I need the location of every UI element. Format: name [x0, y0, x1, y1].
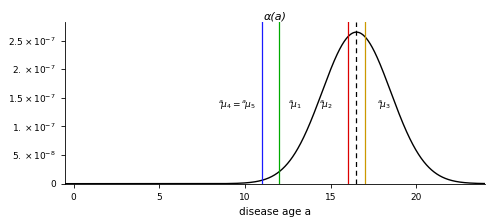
- Title: α(a): α(a): [264, 12, 286, 22]
- Text: ${}^{a}\!\mu_2$: ${}^{a}\!\mu_2$: [318, 98, 332, 111]
- Text: ${}^{a}\!\mu_3$: ${}^{a}\!\mu_3$: [377, 98, 391, 111]
- X-axis label: disease age a: disease age a: [239, 207, 311, 217]
- Text: ${}^{a}\!\mu_1$: ${}^{a}\!\mu_1$: [288, 98, 302, 111]
- Text: ${}^{a}\!\mu_4 = {}^{a}\!\mu_5$: ${}^{a}\!\mu_4 = {}^{a}\!\mu_5$: [218, 98, 256, 111]
